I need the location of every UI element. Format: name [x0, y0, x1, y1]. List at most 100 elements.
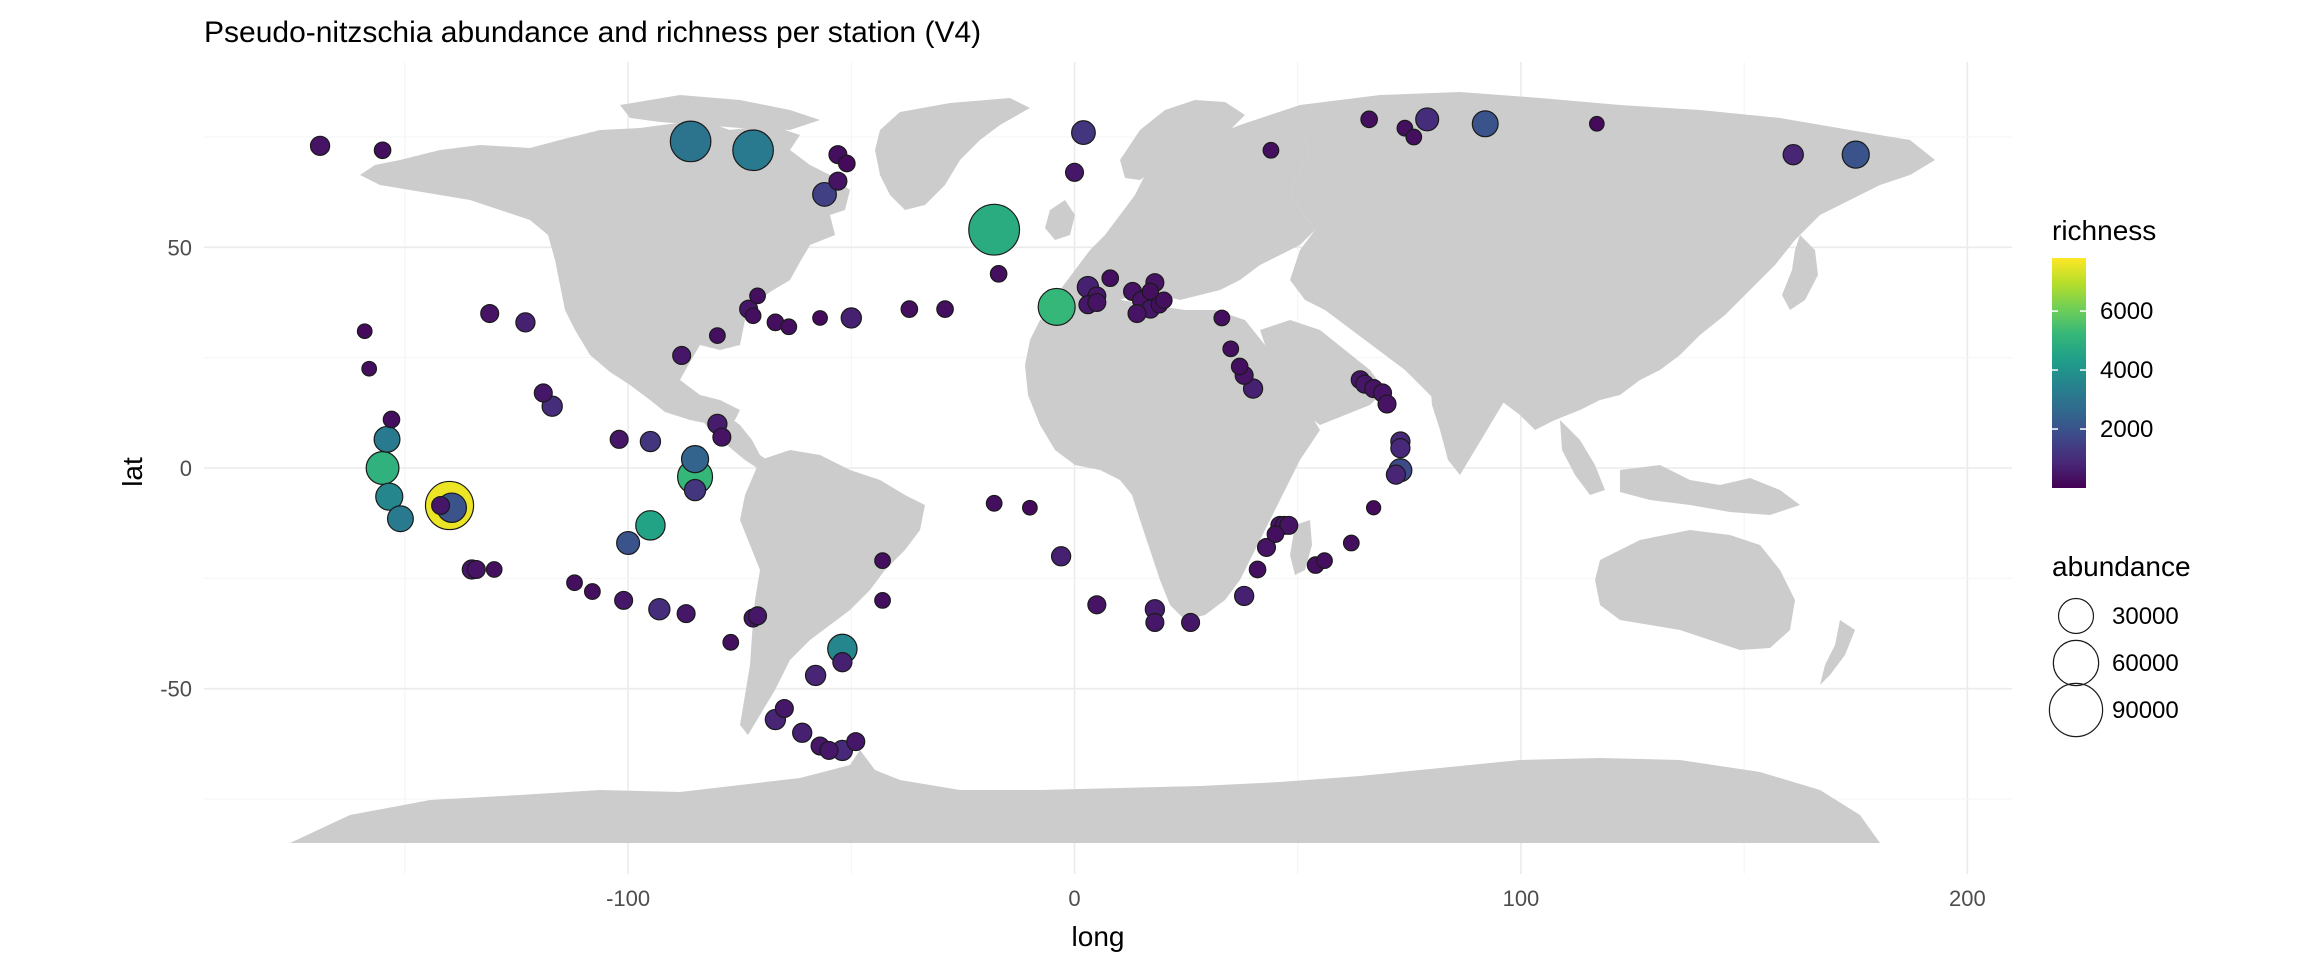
station-point — [804, 664, 827, 687]
x-tick-label: 200 — [1949, 886, 1986, 911]
land-british-isles — [1045, 200, 1075, 240]
station-point — [1841, 140, 1870, 169]
station-point — [832, 652, 853, 673]
station-point — [614, 590, 634, 610]
station-point — [1588, 115, 1605, 132]
station-point — [309, 135, 331, 157]
land-new-zealand — [1820, 620, 1855, 685]
station-point — [1390, 437, 1411, 459]
station-point — [480, 303, 500, 324]
station-point — [1360, 110, 1378, 129]
land-central-america — [700, 395, 770, 470]
station-point — [1230, 357, 1249, 376]
x-axis-title: long — [1072, 921, 1125, 952]
station-point — [1127, 303, 1147, 324]
station-point — [616, 530, 641, 556]
station-point — [712, 427, 732, 447]
x-tick-label: 0 — [1068, 886, 1080, 911]
station-point — [838, 154, 856, 173]
land-southeast-asia — [1560, 420, 1800, 515]
station-point — [1145, 612, 1165, 633]
station-point — [744, 307, 762, 325]
abundance-legend: abundance 30000 60000 90000 — [2048, 551, 2191, 738]
station-point — [1415, 107, 1440, 132]
land-asia — [1240, 92, 1935, 430]
world-land-map — [290, 92, 1935, 843]
station-points — [309, 107, 1870, 762]
colorbar-tick-label: 6000 — [2100, 298, 2153, 325]
x-tick-label: 100 — [1503, 886, 1540, 911]
station-point — [774, 698, 794, 719]
station-point — [683, 478, 707, 502]
station-point — [828, 171, 848, 191]
land-arctic-islands — [620, 95, 820, 130]
colorbar-tick-label: 2000 — [2100, 416, 2153, 443]
station-point — [365, 451, 400, 485]
station-point — [515, 312, 536, 333]
station-point — [846, 732, 866, 752]
station-point — [1782, 143, 1804, 166]
richness-legend-title: richness — [2052, 215, 2156, 246]
y-tick-label: 0 — [180, 456, 192, 481]
station-point — [1385, 464, 1407, 485]
station-point — [466, 559, 486, 580]
abundance-key-circle — [2048, 682, 2104, 738]
land-greenland — [875, 98, 1030, 210]
station-point — [1342, 534, 1360, 552]
station-point — [749, 287, 766, 305]
station-point — [1222, 340, 1240, 358]
station-point — [566, 574, 583, 592]
abundance-key-label: 60000 — [2112, 650, 2179, 677]
station-point — [583, 583, 601, 600]
station-point — [1101, 269, 1120, 288]
station-point — [936, 300, 954, 318]
station-point — [1248, 560, 1267, 579]
station-point — [375, 482, 404, 511]
station-point — [1279, 515, 1299, 535]
station-point — [1141, 282, 1160, 301]
station-point — [792, 722, 813, 743]
land-australia — [1595, 530, 1795, 650]
station-point — [780, 318, 798, 336]
land-antarctica — [290, 750, 1880, 843]
station-point — [1405, 128, 1423, 146]
station-point — [1181, 612, 1201, 633]
chart-title: Pseudo-nitzschia abundance and richness … — [204, 16, 981, 49]
station-point — [1087, 595, 1107, 615]
station-point — [722, 633, 740, 651]
richness-legend: richness 2000 4000 6000 — [2052, 215, 2156, 488]
y-tick-label: -50 — [160, 677, 192, 702]
richness-colorbar-ticks: 2000 4000 6000 — [2052, 298, 2153, 443]
x-tick-label: -100 — [606, 886, 650, 911]
station-point — [900, 300, 919, 318]
station-point — [968, 203, 1021, 256]
station-point — [1262, 141, 1280, 159]
station-point — [1256, 537, 1277, 557]
station-point — [748, 606, 768, 626]
abundance-key-circle — [2057, 597, 2095, 635]
richness-colorbar — [2052, 258, 2086, 488]
y-axis-title: lat — [117, 457, 148, 487]
station-point — [1021, 499, 1038, 516]
station-point — [356, 323, 373, 340]
land-north-america — [360, 120, 850, 425]
station-point — [1365, 500, 1382, 516]
station-point — [989, 265, 1008, 283]
axes: -100 0 100 200 -50 0 50 — [160, 235, 1986, 911]
station-point — [1213, 309, 1231, 327]
y-tick-label: 50 — [168, 235, 192, 260]
station-point — [676, 604, 696, 624]
station-point — [431, 495, 451, 516]
station-point — [1316, 552, 1333, 570]
station-point — [1266, 525, 1285, 544]
station-point — [819, 740, 839, 760]
station-point — [680, 445, 710, 474]
station-point — [1471, 110, 1499, 138]
station-point — [1071, 120, 1096, 146]
station-point — [1037, 287, 1076, 326]
abundance-key-circle — [2052, 639, 2100, 687]
station-point — [382, 410, 401, 429]
station-point — [1234, 585, 1255, 607]
station-point — [732, 129, 774, 172]
station-point — [361, 360, 378, 377]
